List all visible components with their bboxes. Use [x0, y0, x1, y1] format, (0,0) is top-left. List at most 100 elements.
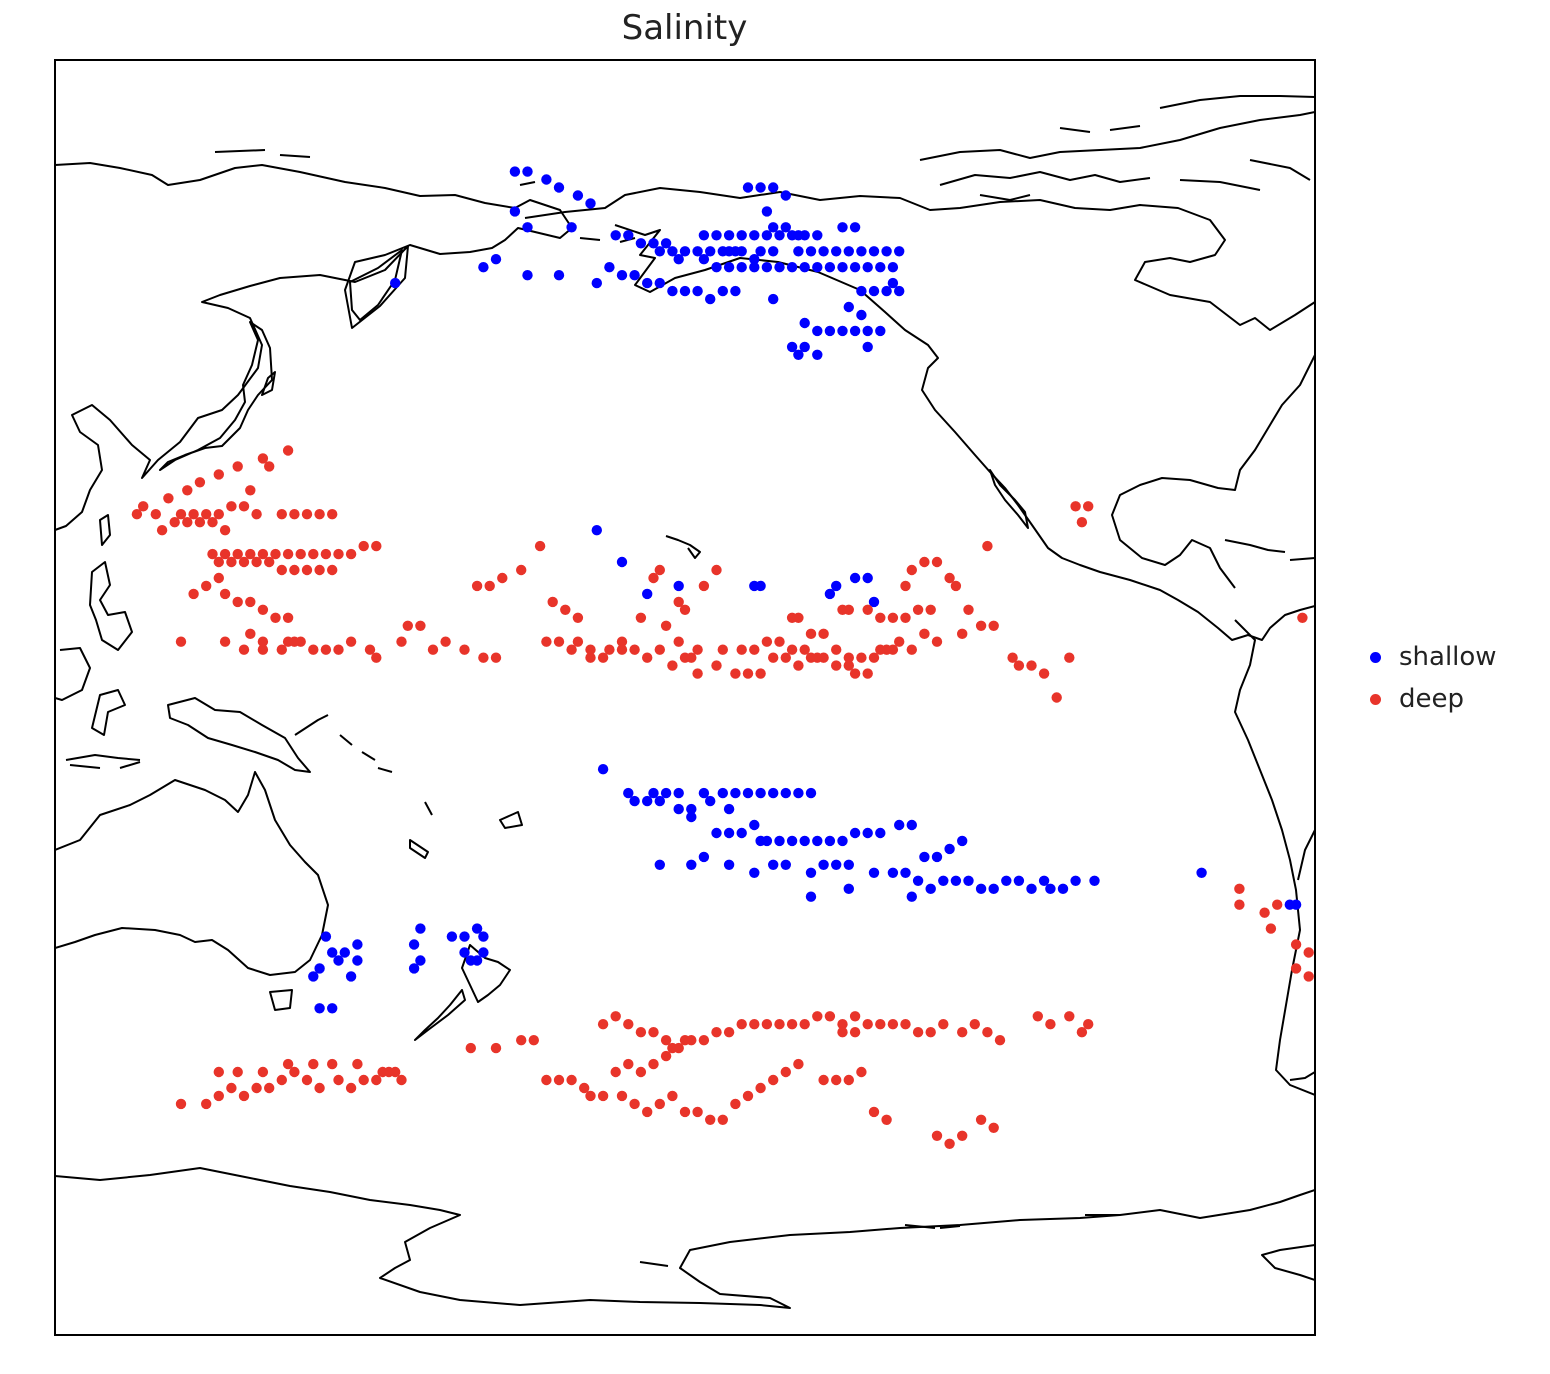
- point-shallow-72: [862, 262, 873, 273]
- point-shallow-43: [843, 246, 854, 257]
- point-deep-287: [938, 1018, 949, 1030]
- point-shallow-212: [408, 963, 420, 974]
- point-deep-174: [1076, 517, 1088, 528]
- point-shallow-1: [522, 166, 533, 177]
- point-shallow-115: [831, 580, 842, 592]
- point-deep-43: [371, 540, 382, 552]
- point-deep-131: [793, 660, 804, 671]
- point-deep-295: [944, 1138, 955, 1150]
- point-shallow-123: [642, 795, 653, 807]
- point-shallow-138: [768, 787, 779, 799]
- point-shallow-73: [875, 262, 886, 273]
- point-deep-112: [629, 644, 640, 655]
- point-shallow-81: [679, 285, 691, 297]
- point-shallow-122: [629, 795, 640, 807]
- point-shallow-53: [761, 230, 773, 241]
- point-shallow-75: [604, 262, 615, 273]
- point-deep-185: [1064, 652, 1075, 663]
- point-deep-212: [396, 1074, 407, 1086]
- point-deep-76: [345, 636, 357, 647]
- point-deep-11: [314, 509, 325, 520]
- legend-marker-shallow: [1370, 651, 1381, 663]
- point-deep-49: [276, 564, 287, 576]
- coastline-japan: [159, 321, 273, 471]
- point-deep-200: [238, 1090, 250, 1102]
- point-deep-229: [579, 1082, 590, 1094]
- point-deep-265: [679, 1106, 691, 1118]
- point-deep-213: [213, 1066, 224, 1078]
- point-deep-64: [257, 636, 269, 647]
- point-shallow-9: [490, 254, 502, 265]
- point-shallow-26: [761, 206, 773, 217]
- point-deep-271: [755, 1082, 766, 1094]
- point-deep-258: [837, 1018, 848, 1030]
- point-deep-97: [604, 644, 615, 655]
- coastline-south-america-east: [1297, 829, 1315, 881]
- point-deep-234: [635, 1066, 647, 1078]
- point-deep-294: [931, 1130, 943, 1142]
- point-shallow-220: [478, 947, 489, 958]
- point-deep-180: [1007, 652, 1018, 663]
- point-deep-44: [213, 556, 224, 568]
- point-deep-282: [875, 1018, 886, 1030]
- point-shallow-134: [723, 803, 735, 815]
- point-shallow-151: [812, 835, 823, 847]
- point-shallow-107: [793, 349, 804, 360]
- point-shallow-14: [635, 238, 647, 249]
- point-deep-283: [887, 1018, 899, 1030]
- point-shallow-101: [875, 325, 886, 337]
- coastline-hokkaido: [261, 371, 276, 396]
- point-deep-2: [175, 509, 187, 520]
- point-deep-170: [944, 572, 955, 584]
- point-deep-275: [818, 1074, 829, 1086]
- point-shallow-112: [673, 580, 684, 592]
- point-deep-224: [516, 1035, 527, 1046]
- scatter-points-layer: [131, 166, 1314, 1150]
- point-shallow-12: [610, 230, 621, 241]
- point-shallow-118: [824, 588, 836, 600]
- point-deep-129: [768, 652, 779, 663]
- point-deep-78: [371, 652, 382, 663]
- point-shallow-80: [667, 285, 678, 297]
- point-deep-139: [894, 636, 905, 647]
- point-shallow-185: [944, 843, 955, 855]
- legend-entry-deep: deep: [1370, 678, 1497, 720]
- point-deep-101: [654, 564, 665, 576]
- point-deep-24: [194, 517, 206, 528]
- point-shallow-198: [320, 931, 332, 942]
- point-shallow-0: [509, 166, 521, 177]
- coastline-australia: [55, 771, 329, 976]
- point-deep-105: [711, 564, 722, 576]
- coastline-philippines: [89, 561, 133, 651]
- point-deep-22: [169, 517, 180, 528]
- point-deep-267: [705, 1114, 716, 1126]
- point-shallow-201: [339, 947, 350, 958]
- point-shallow-78: [642, 277, 653, 289]
- point-deep-299: [1032, 1011, 1044, 1022]
- point-deep-301: [1064, 1011, 1075, 1022]
- point-shallow-42: [831, 246, 842, 257]
- legend: shallow deep: [1370, 636, 1497, 720]
- point-deep-59: [245, 596, 256, 608]
- point-deep-148: [831, 644, 842, 655]
- point-deep-259: [849, 1011, 861, 1022]
- coastline-tasmania: [269, 989, 293, 1011]
- point-deep-69: [238, 644, 250, 655]
- point-deep-80: [402, 620, 413, 631]
- point-shallow-143: [723, 827, 735, 839]
- point-deep-260: [616, 1090, 628, 1102]
- point-shallow-210: [408, 939, 420, 950]
- point-shallow-189: [805, 891, 817, 902]
- point-deep-241: [623, 1018, 634, 1030]
- point-deep-248: [711, 1027, 722, 1038]
- point-shallow-132: [705, 795, 716, 807]
- point-shallow-167: [900, 867, 911, 878]
- point-shallow-58: [837, 222, 848, 233]
- point-shallow-82: [692, 285, 703, 297]
- point-deep-242: [635, 1027, 647, 1038]
- point-deep-32: [232, 548, 243, 560]
- point-deep-266: [692, 1106, 703, 1118]
- point-deep-187: [1234, 883, 1245, 894]
- point-shallow-23: [755, 182, 766, 193]
